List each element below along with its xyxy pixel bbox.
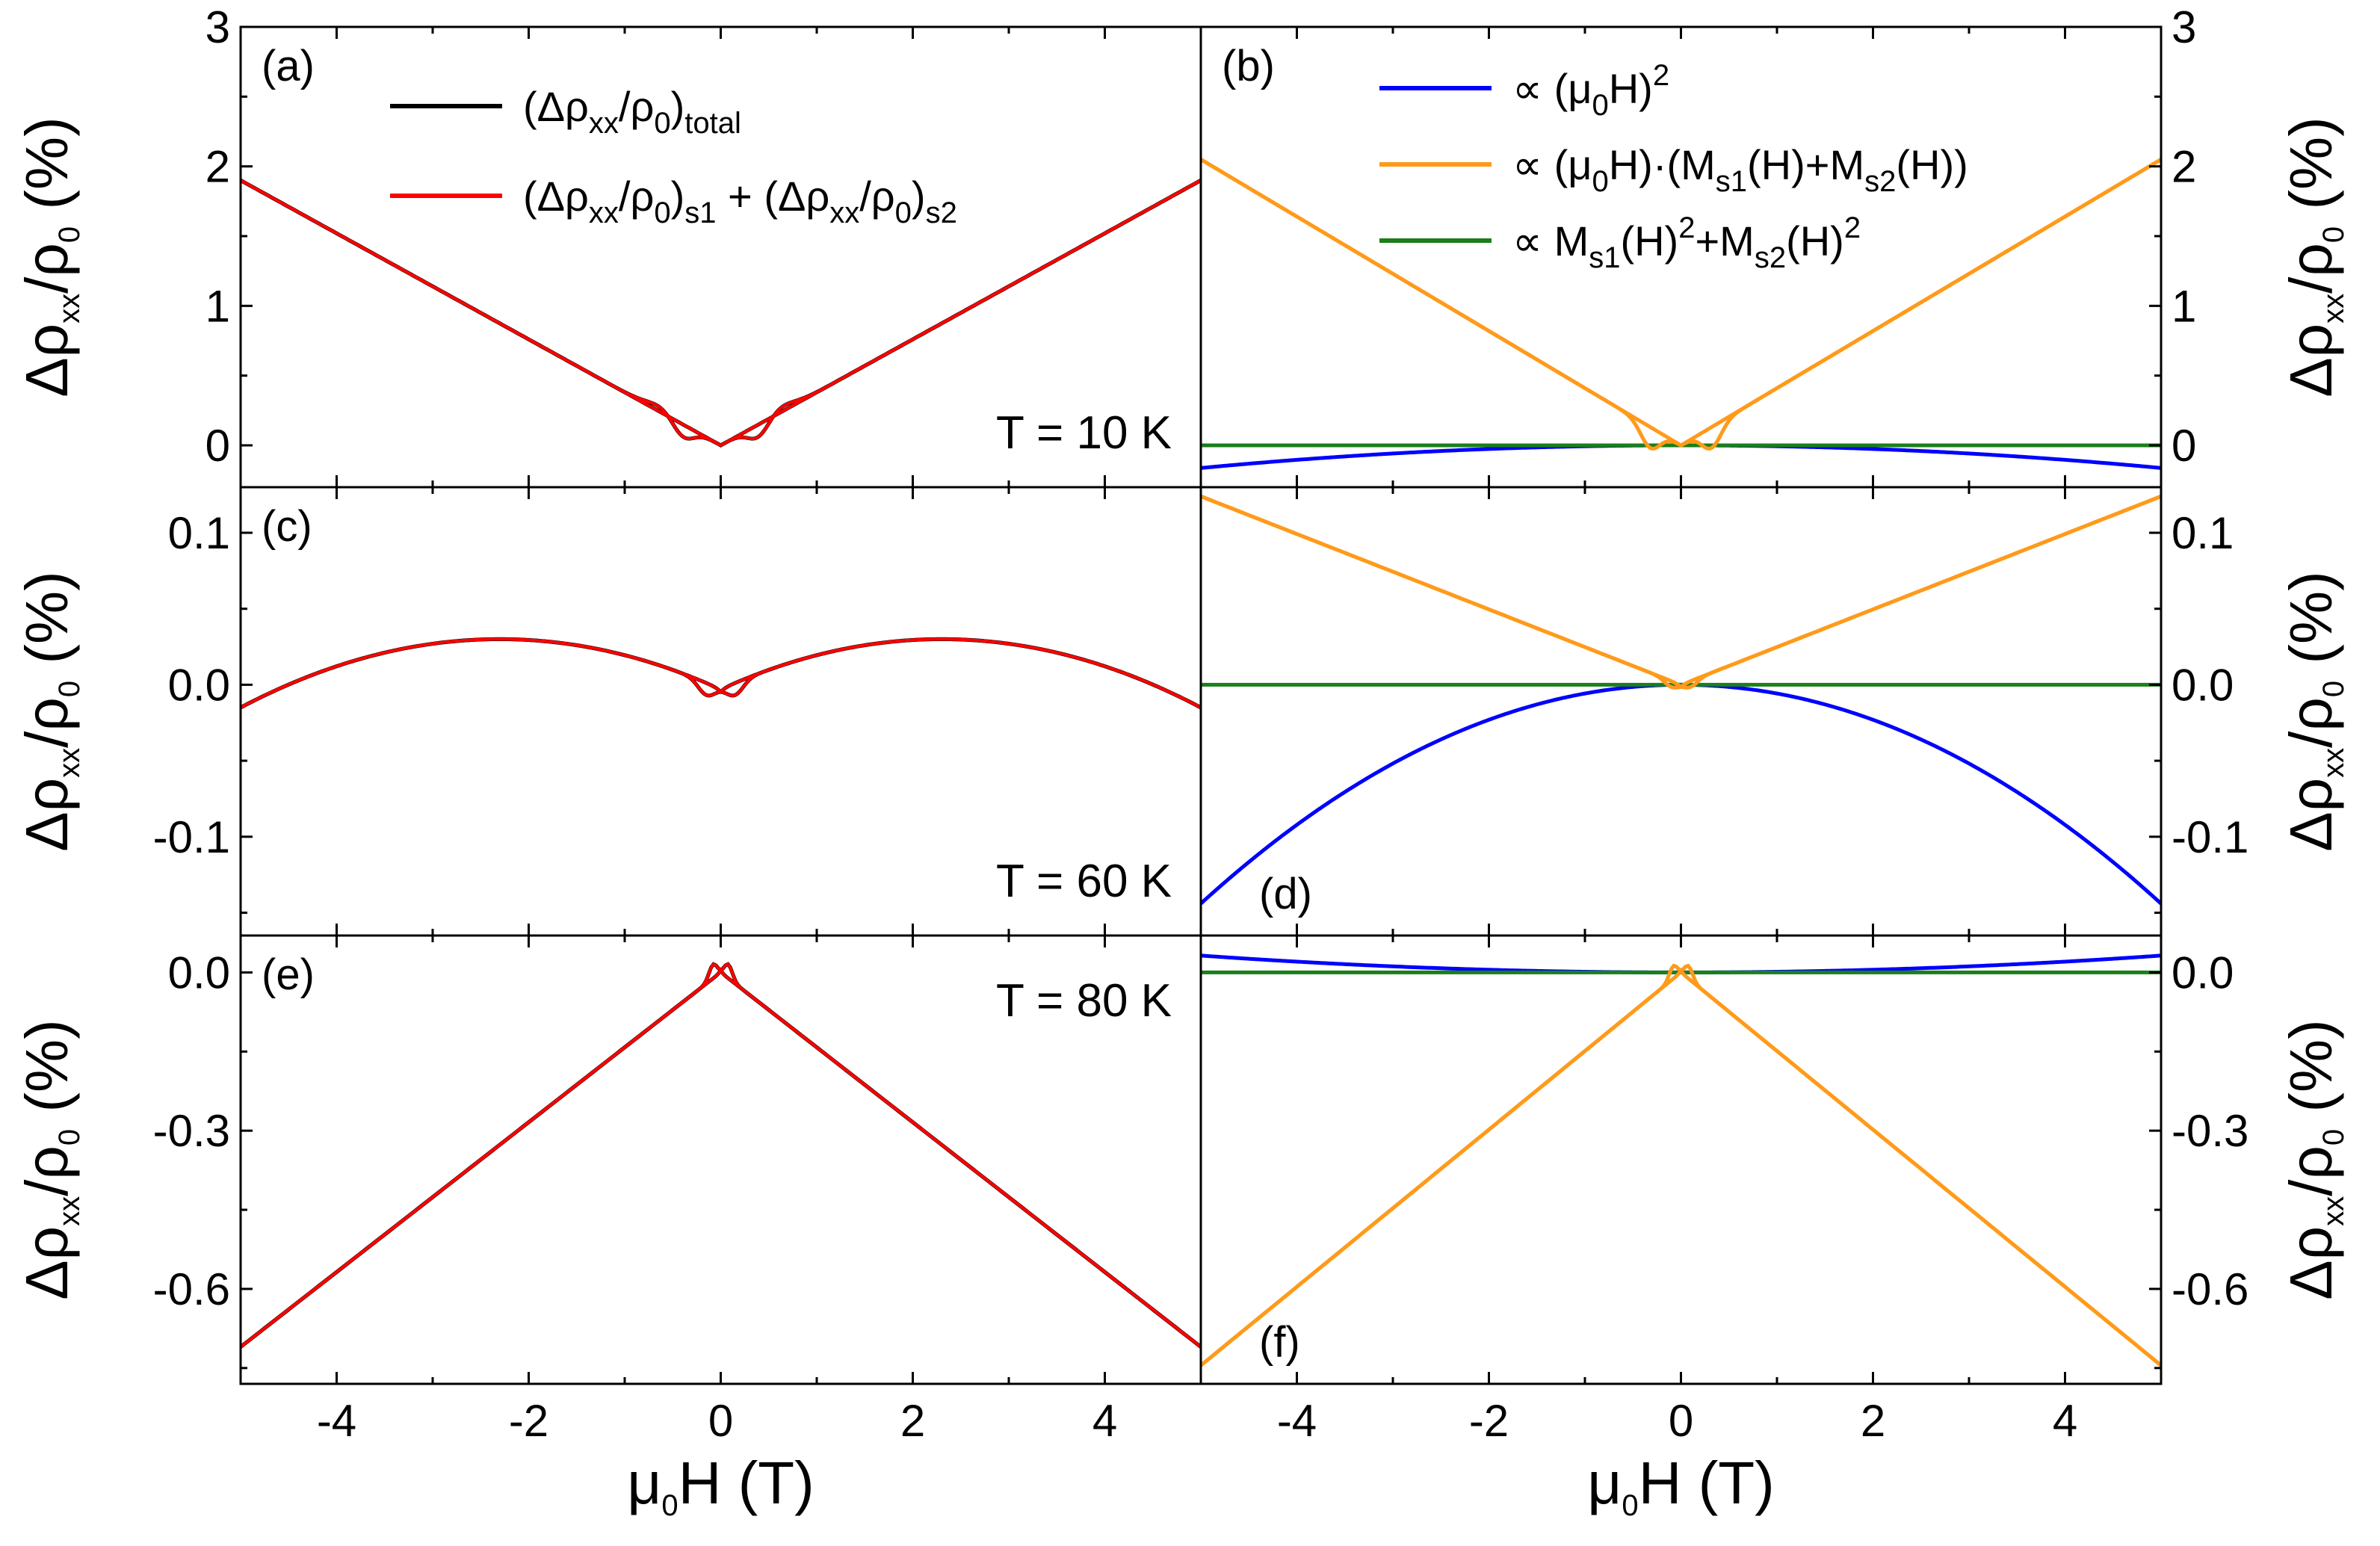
panel-frame	[1199, 25, 2163, 489]
plot-area	[241, 637, 1201, 710]
plot-area	[241, 179, 1201, 448]
y-tick-label: 0.0	[2172, 660, 2234, 710]
y-axis-title: Δρxx/ρ0 (%)	[2278, 1019, 2350, 1300]
legend-label-magnetization: ∝ Ms1(H)2+Ms2(H)2	[1512, 211, 1861, 274]
y-tick-label: 0	[2172, 421, 2196, 471]
cross-curve-down	[1201, 963, 2161, 1367]
y-tick-label: 2	[2172, 142, 2196, 192]
y-axis-title: Δρxx/ρ0 (%)	[13, 117, 86, 398]
y-tick-label: 2	[205, 142, 230, 192]
y-tick-label: 0	[205, 421, 230, 471]
x-tick-label: 0	[1669, 1396, 1693, 1446]
fit-curve-up	[241, 179, 1201, 448]
fit-curve-down	[241, 637, 1201, 709]
x-tick-label: -4	[317, 1396, 356, 1446]
panel-c: -0.1 0.0 0.1 (c)	[153, 486, 1202, 937]
y-tick-label: 1	[205, 281, 230, 331]
x-axis-title: μ0H (T)	[1587, 1450, 1775, 1522]
panel-d: -0.1 0.0 0.1 (d)	[1199, 486, 2248, 937]
legend-label-total: (Δρxx/ρ0)total	[523, 83, 741, 140]
fit-curve-down	[241, 962, 1201, 1349]
panel-label: (a)	[262, 42, 315, 90]
panel-frame	[1199, 934, 2163, 1385]
x-tick-label: -2	[509, 1396, 548, 1446]
x-tick-label: 4	[2053, 1396, 2077, 1446]
panel-e: -0.6 -0.3 0.0 (e)	[153, 934, 1202, 1385]
total-curve-up	[241, 637, 1201, 710]
y-tick-label: 0.1	[168, 508, 230, 558]
y-axis-title: Δρxx/ρ0 (%)	[2278, 117, 2350, 398]
x-tick-label: 2	[900, 1396, 925, 1446]
x-tick-label: -2	[1469, 1396, 1509, 1446]
temperature-label: T = 60 K	[996, 856, 1172, 907]
quadratic-curve	[1201, 443, 2161, 470]
y-axis-title: Δρxx/ρ0 (%)	[13, 1019, 86, 1300]
temperature-label: T = 80 K	[996, 975, 1172, 1027]
cross-curve-up	[1201, 158, 2161, 451]
legend-label-cross: ∝ (μ0H)·(Ms1(H)+Ms2(H))	[1512, 141, 1968, 198]
y-tick-label: 3	[2172, 2, 2196, 52]
x-tick-label: 4	[1092, 1396, 1117, 1446]
total-curve-up	[241, 179, 1201, 448]
cross-curve-up	[1201, 963, 2161, 1367]
fit-curve-up	[241, 637, 1201, 709]
plot-area	[1201, 953, 2161, 1367]
panel-label: (d)	[1259, 870, 1312, 918]
y-tick-label: 0.0	[168, 660, 230, 710]
total-curve-down	[241, 179, 1201, 448]
x-axis-title: μ0H (T)	[627, 1450, 815, 1522]
legend-label-fit: (Δρxx/ρ0)s1 + (Δρxx/ρ0)s2	[523, 173, 957, 229]
fit-curve-down	[241, 179, 1201, 448]
panel-label: (b)	[1222, 42, 1275, 90]
plot-area	[1201, 158, 2161, 470]
y-tick-label: 0.1	[2172, 508, 2234, 558]
panel-label: (f)	[1259, 1318, 1300, 1367]
x-tick-label: 2	[1861, 1396, 1885, 1446]
panel-label: (e)	[262, 950, 315, 999]
y-tick-label: 3	[205, 2, 230, 52]
x-tick-label: -4	[1277, 1396, 1317, 1446]
y-axis-title: Δρxx/ρ0 (%)	[2278, 571, 2350, 852]
temperature-label: T = 10 K	[996, 407, 1172, 459]
total-curve-down	[241, 637, 1201, 710]
quadratic-curve	[1201, 682, 2161, 906]
y-tick-label: -0.3	[153, 1106, 230, 1156]
y-tick-label: -0.1	[2172, 812, 2248, 862]
y-tick-label: -0.6	[2172, 1264, 2248, 1314]
cross-curve-down	[1201, 158, 2161, 451]
panel-f: -0.6 -0.3 0.0 (f)	[1199, 934, 2248, 1385]
y-tick-label: -0.1	[153, 812, 230, 862]
plot-area	[1201, 494, 2161, 906]
x-tick-label: 0	[708, 1396, 733, 1446]
y-tick-label: 1	[2172, 281, 2196, 331]
y-axis-title: Δρxx/ρ0 (%)	[13, 571, 86, 852]
y-tick-label: -0.6	[153, 1264, 230, 1314]
y-tick-label: -0.3	[2172, 1106, 2248, 1156]
cross-curve-down	[1201, 494, 2161, 690]
y-tick-label: 0.0	[168, 947, 230, 998]
legend-label-quadratic: ∝ (μ0H)2	[1512, 59, 1669, 122]
y-tick-label: 0.0	[2172, 947, 2234, 998]
panel-label: (c)	[262, 502, 312, 551]
cross-curve-up	[1201, 494, 2161, 690]
plot-area	[241, 962, 1201, 1349]
